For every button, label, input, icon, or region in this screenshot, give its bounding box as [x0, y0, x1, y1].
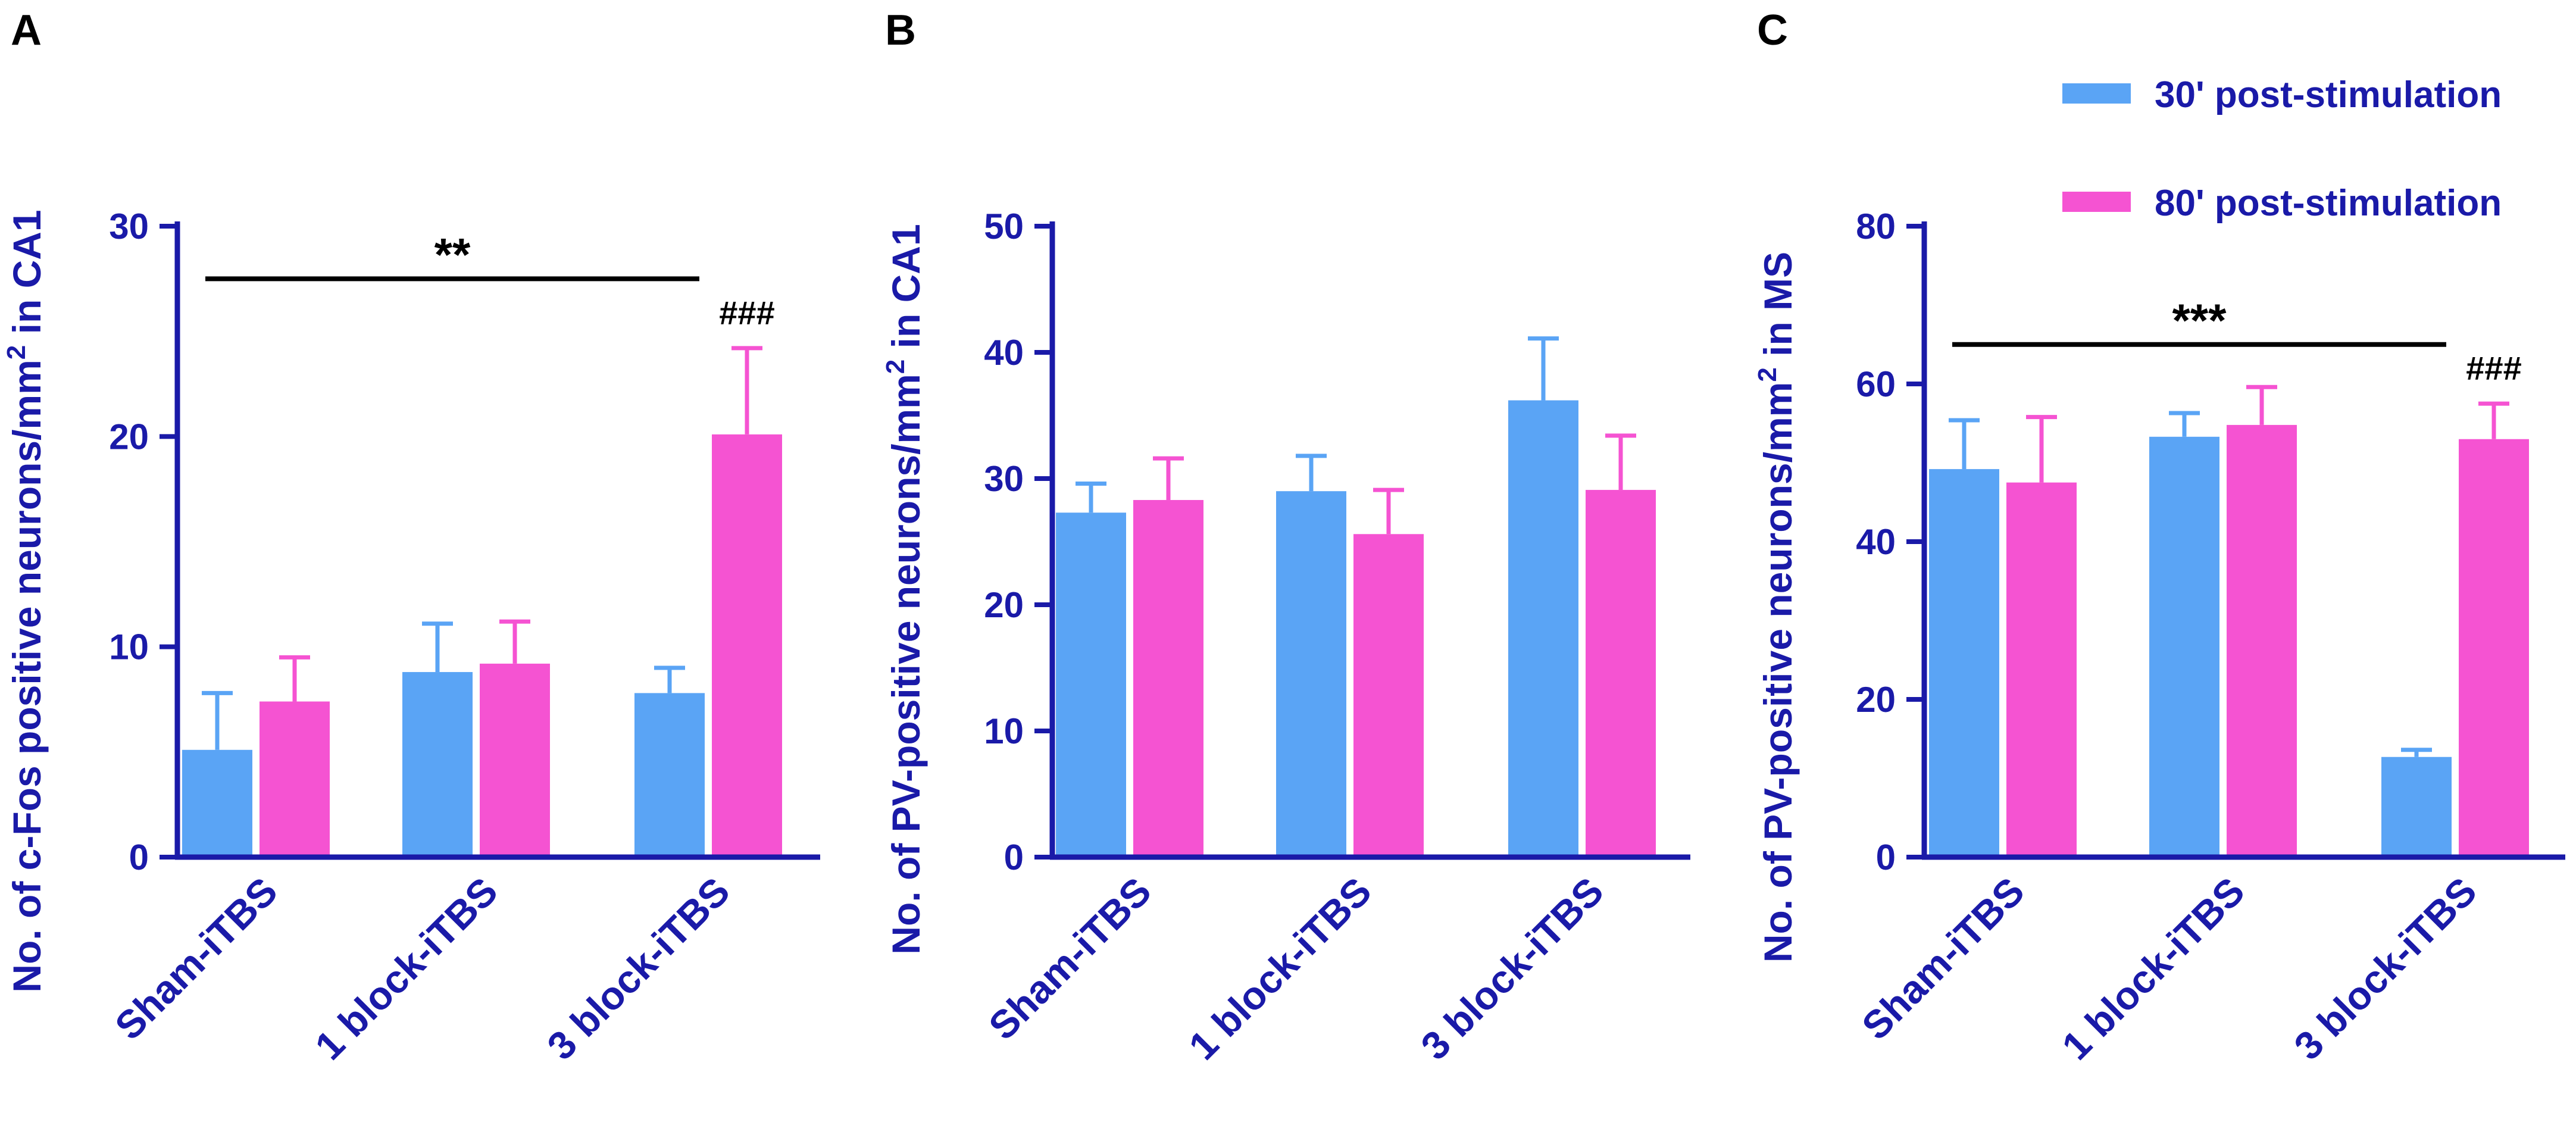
panel-c-letter: C: [1757, 7, 1788, 54]
panel-c-y-tick-label-0: 0: [1876, 837, 1896, 877]
panel-c-bar-30min-2: [2381, 757, 2452, 857]
panel-b-category-label-0: Sham-iTBS: [980, 869, 1159, 1048]
panel-c-category-label-1: 1 block-iTBS: [2053, 869, 2253, 1068]
panel-a-bar-80min-0: [260, 701, 330, 857]
panel-a-bar-30min-0: [182, 749, 252, 857]
panel-a-bars: [182, 346, 782, 857]
panel-b-bar-80min-2: [1586, 490, 1656, 857]
panel-b-letter: B: [885, 7, 916, 54]
panel-c-y-tick-label-1: 20: [1856, 680, 1896, 720]
panel-c-y-axis-label: No. of PV-positive neurons/mm2 in MS: [1753, 252, 1800, 962]
panel-b-bar-80min-1: [1353, 534, 1424, 857]
panel-b-bar-30min-2: [1508, 400, 1578, 857]
panel-a-category-label-2: 3 block-iTBS: [539, 869, 738, 1068]
panel-b-bar-30min-1: [1276, 491, 1346, 857]
legend-swatch-80-min: [2062, 192, 2131, 212]
panel-a-y-tick-label-1: 10: [109, 627, 149, 667]
panel-b-bar-80min-0: [1133, 500, 1203, 857]
panel-b-y-axis-label: No. of PV-positive neurons/mm2 in CA1: [881, 224, 928, 954]
panel-a-category-label-1: 1 block-iTBS: [307, 869, 506, 1068]
panel-c-hash-marker: ###: [2466, 349, 2521, 387]
panel-c-category-label-0: Sham-iTBS: [1853, 869, 2033, 1048]
panel-b-category-label-1: 1 block-iTBS: [1180, 869, 1380, 1068]
panel-c-y-tick-label-3: 60: [1856, 364, 1896, 404]
panel-a-letter: A: [11, 7, 42, 54]
panel-a-significance-stars: **: [434, 228, 471, 280]
panel-c-bars: [1929, 385, 2529, 857]
panel-b-y-tick-label-2: 20: [984, 585, 1024, 625]
panel-c-bar-30min-1: [2149, 436, 2219, 857]
panel-b-bar-30min-0: [1056, 512, 1126, 857]
panel-a-bar-80min-2: [712, 434, 782, 857]
panel-c-y-tick-label-2: 40: [1856, 522, 1896, 562]
panel-b-bars: [1056, 336, 1656, 857]
panel-c-bar-80min-2: [2459, 439, 2529, 857]
panel-c-bar-30min-0: [1929, 469, 1999, 857]
panel-a-hash-marker: ###: [719, 294, 774, 332]
panel-a-y-tick-label-3: 30: [109, 207, 149, 246]
panel-a-bar-30min-1: [402, 672, 473, 857]
panel-c: C No. of PV-positive neurons/mm2 in MS 0…: [1753, 7, 2565, 1068]
panel-b-category-label-2: 3 block-iTBS: [1412, 869, 1612, 1068]
legend-label-30-min: 30' post-stimulation: [2155, 74, 2502, 115]
panel-b-y-tick-label-4: 40: [984, 333, 1024, 373]
legend-label-80-min: 80' post-stimulation: [2155, 183, 2502, 224]
panel-a-bar-80min-1: [480, 663, 550, 857]
panel-a-y-tick-label-2: 20: [109, 417, 149, 457]
panel-a-category-label-0: Sham-iTBS: [107, 869, 286, 1048]
panel-c-significance-stars: ***: [2172, 294, 2227, 346]
panel-c-y-tick-label-4: 80: [1856, 207, 1896, 246]
panel-a-y-axis-label: No. of c-Fos positive neurons/mm2 in CA1: [2, 210, 49, 992]
legend-swatch-30-min: [2062, 83, 2131, 104]
legend: 30' post-stimulation 80' post-stimulatio…: [2062, 74, 2502, 224]
panel-c-bar-80min-1: [2227, 424, 2297, 857]
panel-a: A No. of c-Fos positive neurons/mm2 in C…: [2, 7, 820, 1068]
panel-b-y-tick-label-5: 50: [984, 207, 1024, 246]
panel-b-y-tick-label-0: 0: [1004, 837, 1024, 877]
panel-b-y-tick-label-1: 10: [984, 711, 1024, 751]
panel-a-bar-30min-2: [634, 693, 705, 857]
panel-c-bar-80min-0: [2006, 482, 2077, 857]
panel-b-y-tick-label-3: 30: [984, 459, 1024, 499]
panel-c-category-label-2: 3 block-iTBS: [2286, 869, 2485, 1068]
panel-b: B No. of PV-positive neurons/mm2 in CA1 …: [881, 7, 1690, 1068]
panel-a-y-tick-label-0: 0: [129, 837, 149, 877]
